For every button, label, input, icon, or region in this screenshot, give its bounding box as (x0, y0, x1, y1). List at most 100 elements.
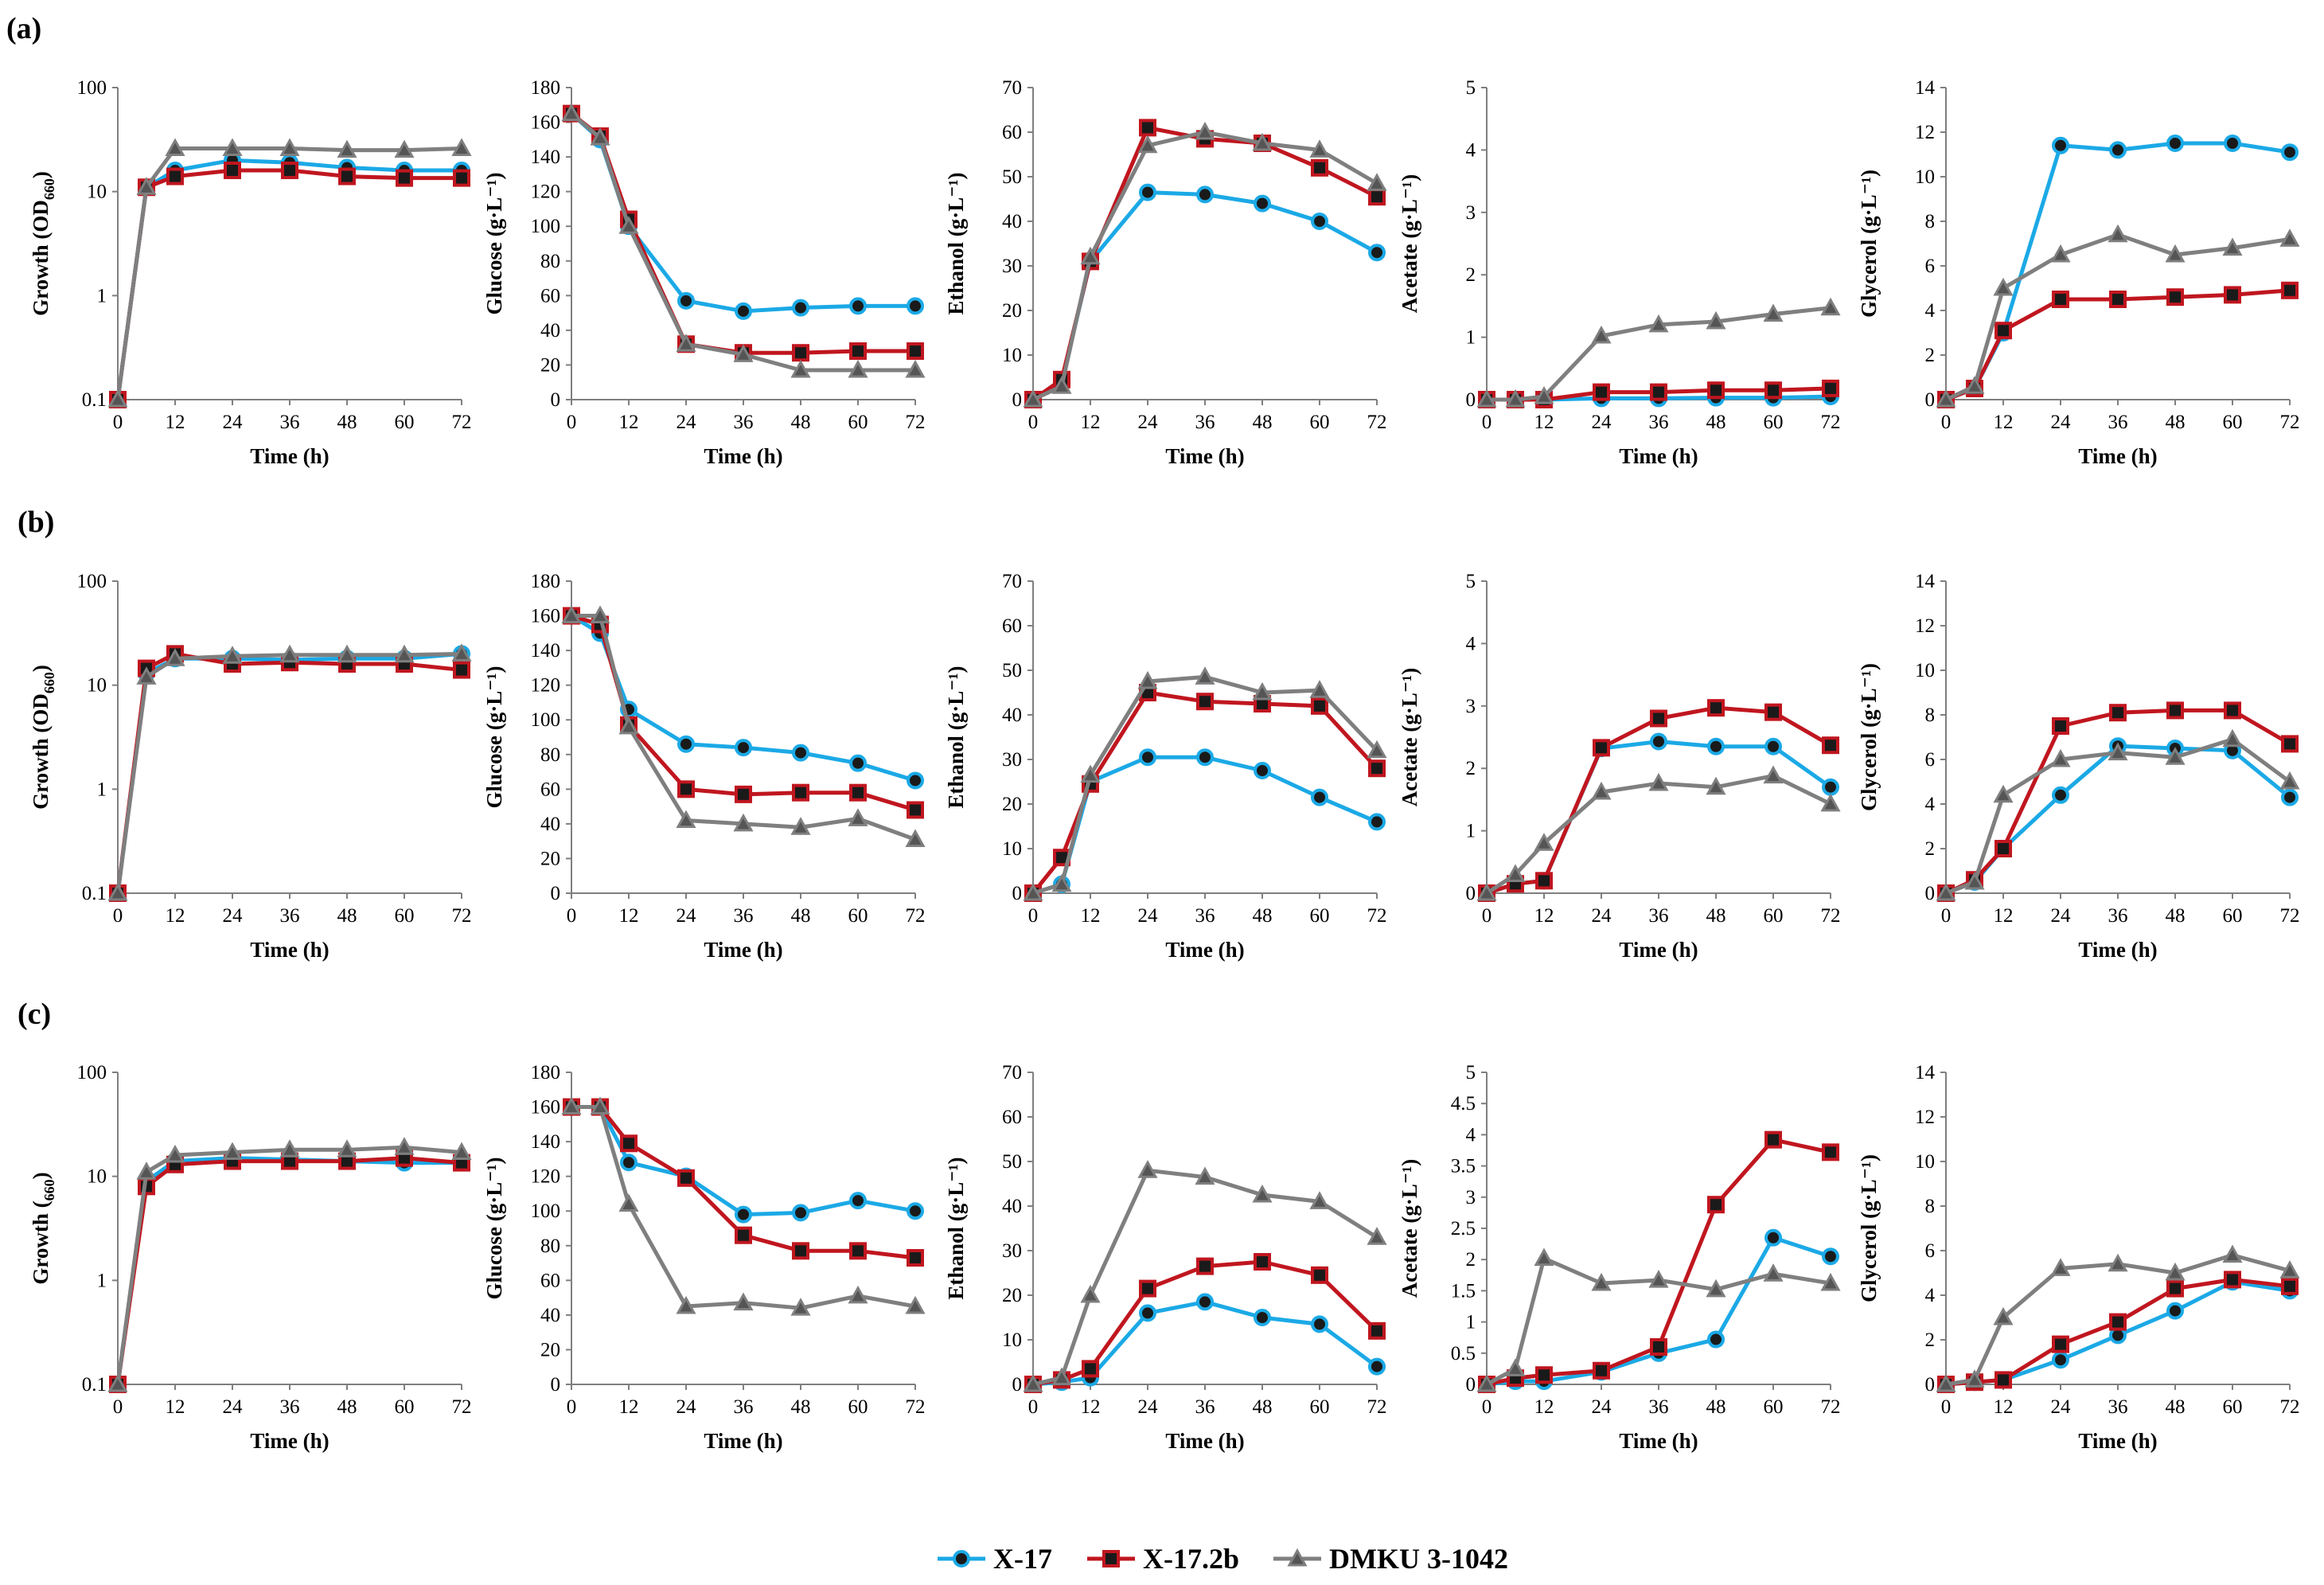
point-x-17-2b (1311, 697, 1328, 715)
point-x-17-2b (1650, 709, 1667, 728)
point-dmku-3-1042 (1309, 139, 1330, 158)
y-tick-label: 8 (1925, 1196, 1936, 1217)
y-tick-label: 180 (531, 571, 561, 592)
x-tick-label: 72 (2280, 1396, 2300, 1418)
y-tick-label: 160 (531, 1097, 561, 1118)
x-tick-label: 48 (337, 412, 357, 433)
x-tick-label: 72 (1367, 905, 1387, 927)
y-tick-label: 1 (97, 779, 107, 800)
x-tick-label: 0 (113, 905, 123, 927)
y-tick-label: 80 (540, 1236, 560, 1257)
y-tick-label: 30 (1002, 1240, 1022, 1262)
x-tick-label: 36 (280, 412, 300, 433)
point-x-17-2b (1764, 381, 1782, 400)
x-axis-title: Time (h) (1165, 938, 1244, 962)
y-tick-label: 1 (97, 1270, 107, 1291)
y-tick-label: 180 (531, 77, 561, 99)
x-tick-label: 12 (1994, 1396, 2014, 1418)
point-dmku-3-1042 (1252, 1184, 1273, 1203)
y-tick-label: 70 (1002, 1062, 1022, 1083)
x-tick-label: 12 (1081, 1396, 1101, 1418)
series-line-dmku-3-1042 (1032, 674, 1378, 896)
chart-3-1: 0.1 1 10 100 0 12 24 36 48 60 72 Time (h) Growth (66… (29, 1062, 472, 1453)
series-dmku-3-1042 (107, 643, 472, 901)
point-x-17 (2281, 788, 2299, 806)
series-dmku-3-1042 (561, 1096, 926, 1316)
point-dmku-3-1042 (905, 1295, 926, 1314)
point-x-17 (677, 735, 695, 753)
point-dmku-3-1042 (1706, 1279, 1726, 1298)
point-x-17 (792, 299, 809, 317)
x-tick-label: 48 (1706, 412, 1726, 433)
x-tick-label: 60 (395, 905, 415, 927)
point-dmku-3-1042 (733, 1292, 754, 1311)
point-dmku-3-1042 (1367, 173, 1387, 191)
series-dmku-3-1042 (107, 138, 472, 408)
point-x-17-2b (1822, 379, 1839, 397)
point-dmku-3-1042 (1591, 325, 1612, 344)
x-tick-label: 24 (1592, 412, 1612, 433)
x-tick-label: 12 (166, 1396, 185, 1418)
point-dmku-3-1042 (1648, 1269, 1669, 1288)
y-tick-label: 4 (1925, 1285, 1936, 1306)
series-dmku-3-1042 (561, 605, 926, 847)
point-x-17-2b (453, 661, 470, 679)
x-tick-label: 72 (1821, 1396, 1841, 1418)
point-x-17-2b (1254, 1253, 1271, 1271)
series-x-17-2b (109, 161, 470, 408)
y-axis-title: Growth (660) (29, 1172, 57, 1284)
x-tick-label: 36 (1649, 905, 1669, 927)
y-tick-label: 180 (531, 1062, 561, 1083)
y-tick-label: 40 (540, 814, 560, 835)
x-tick-label: 24 (1592, 905, 1612, 927)
point-x-17-2b (1368, 188, 1386, 206)
x-tick-label: 24 (677, 412, 697, 433)
legend-item-x-17: X-17 (938, 1543, 1052, 1575)
point-x-17-2b (1139, 1279, 1156, 1298)
point-x-17 (1139, 748, 1156, 767)
x-tick-label: 12 (619, 905, 639, 927)
point-x-17 (849, 297, 867, 315)
y-tick-label: 1 (1466, 327, 1476, 349)
series-line-dmku-3-1042 (1945, 1253, 2291, 1387)
point-x-17-2b (281, 161, 298, 179)
y-tick-label: 2 (1925, 1329, 1936, 1351)
point-x-17-2b (1650, 383, 1667, 401)
series-x-17-2b (563, 1098, 924, 1267)
point-x-17-2b (1196, 1257, 1214, 1275)
point-x-17 (2166, 1302, 2184, 1320)
point-dmku-3-1042 (561, 1096, 582, 1115)
x-tick-label: 48 (2166, 412, 2186, 433)
point-dmku-3-1042 (1137, 670, 1158, 689)
y-tick-label: 4 (1466, 633, 1476, 654)
point-dmku-3-1042 (1367, 1227, 1387, 1245)
y-tick-label: 140 (531, 146, 561, 168)
x-tick-label: 12 (166, 905, 185, 927)
point-x-17-2b (2281, 1277, 2299, 1295)
x-tick-label: 36 (2108, 905, 2128, 927)
point-dmku-3-1042 (790, 1298, 811, 1316)
x-tick-label: 24 (1138, 1396, 1159, 1418)
x-tick-label: 36 (280, 905, 300, 927)
x-tick-label: 12 (619, 412, 639, 433)
y-tick-label: 100 (77, 571, 107, 592)
series-x-17 (1937, 737, 2299, 902)
legend-item-dmku-3-1042: DMKU 3-1042 (1273, 1543, 1508, 1575)
x-tick-label: 36 (2108, 1396, 2128, 1418)
point-dmku-3-1042 (1763, 303, 1784, 322)
point-dmku-3-1042 (337, 1139, 357, 1158)
point-dmku-3-1042 (337, 644, 357, 663)
x-tick-label: 0 (567, 905, 577, 927)
y-tick-label: 50 (1002, 166, 1022, 188)
series-dmku-3-1042 (1023, 666, 1387, 901)
y-tick-label: 40 (1002, 211, 1022, 232)
y-tick-label: 1 (1466, 821, 1476, 842)
chart-3-3: 0 10 20 30 40 50 60 70 0 12 24 36 48 60 72 Time (h) Etha… (944, 1062, 1387, 1453)
point-dmku-3-1042 (590, 605, 610, 624)
point-dmku-3-1042 (905, 359, 926, 378)
point-dmku-3-1042 (451, 1142, 472, 1161)
y-tick-label: 14 (1915, 571, 1936, 592)
point-x-17 (2281, 143, 2299, 162)
series-line-dmku-3-1042 (1031, 130, 1378, 402)
y-tick-label: 100 (77, 1062, 107, 1083)
